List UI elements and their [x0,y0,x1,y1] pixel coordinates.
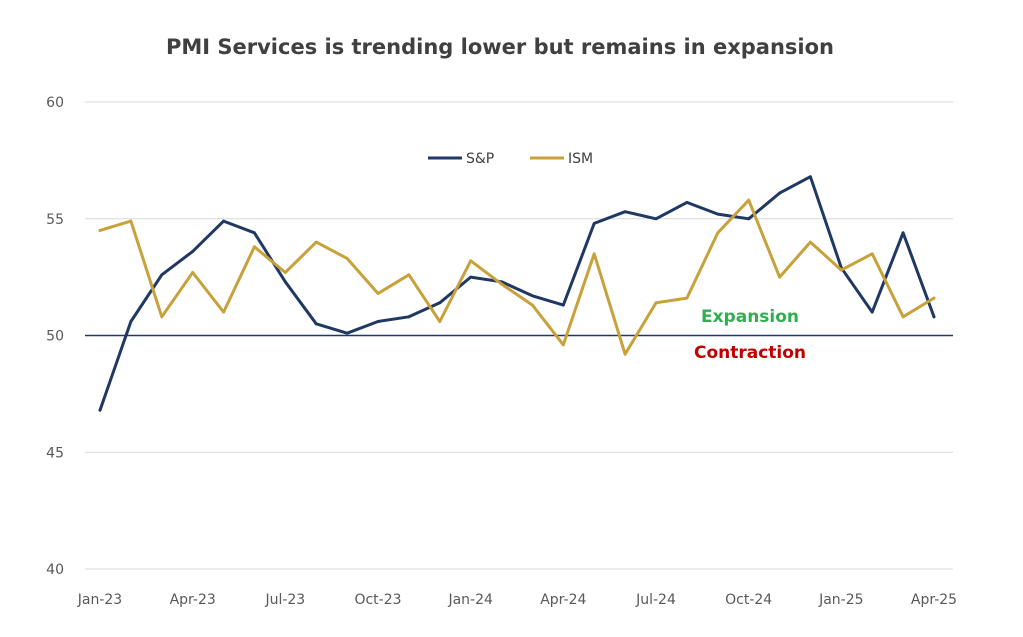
x-axis-ticks: Jan-23 Apr-23 Jul-23 Oct-23 Jan-24 Apr-24 Jul-… [77,592,957,608]
ism-point [778,275,781,279]
legend: S&P ISM [428,151,593,167]
x-tick-label: Apr-24 [540,592,586,608]
x-tick-label: Jul-23 [264,592,305,608]
ism-point [253,245,256,249]
sp-point [283,280,287,284]
contraction-label: Contraction [694,343,806,363]
ism-point [592,252,596,256]
sp-point [685,201,689,204]
sp-point [932,315,936,319]
y-tick-label: 45 [46,445,64,461]
ism-point [716,231,720,235]
ism-point [561,343,565,347]
ism-point [129,219,133,223]
y-axis-ticks: 40 45 50 55 60 [46,95,64,578]
sp-point [345,331,349,335]
ism-point [932,296,936,300]
sp-point [376,320,380,323]
chart-title: PMI Services is trending lower but remai… [166,35,834,59]
x-tick-label: Jan-24 [447,592,493,608]
ism-point [809,240,812,244]
sp-point [716,212,720,216]
x-tick-label: Oct-24 [725,592,772,608]
ism-point [500,282,503,286]
ism-point [901,315,905,319]
x-tick-label: Apr-23 [170,592,216,608]
ism-point [438,320,442,323]
x-tick-label: Jan-23 [77,592,122,608]
ism-point [407,273,411,277]
ism-point [531,303,534,307]
series-line-sp [98,175,936,412]
ism-point [283,271,287,274]
sp-point [191,250,195,253]
sp-point [469,275,473,279]
series-line-ism [98,198,936,356]
ism-point [191,271,195,274]
sp-point [98,408,102,412]
ism-point [870,252,874,256]
ism-point [376,292,380,295]
ism-point [747,198,751,202]
x-tick-label: Jan-25 [818,592,863,608]
legend-label-sp: S&P [466,151,494,167]
sp-point [778,191,781,195]
sp-point [222,219,225,223]
sp-point [160,273,164,277]
sp-point [870,310,874,314]
sp-point [809,175,812,179]
x-tick-label: Apr-25 [911,592,957,608]
sp-point [654,217,658,221]
sp-point [623,210,627,214]
ism-point [839,268,843,272]
ism-point [222,310,225,314]
ism-point [685,296,689,300]
sp-point [253,231,256,235]
y-tick-label: 55 [46,212,64,228]
sp-point [129,320,133,323]
ism-point [98,229,102,232]
ism-point [623,352,627,356]
expansion-label: Expansion [701,307,799,327]
ism-point [314,240,318,244]
sp-point [438,301,442,305]
series-layer [98,175,936,412]
sp-point [592,222,596,225]
y-tick-label: 40 [46,562,64,578]
sp-point [531,294,534,298]
x-tick-label: Oct-23 [354,592,401,608]
ism-point [160,315,164,319]
ism-point [345,257,349,260]
legend-label-ism: ISM [568,151,593,167]
y-tick-label: 50 [46,329,64,345]
sp-point [747,217,751,221]
ism-point [654,301,658,305]
sp-point [901,231,905,235]
x-tick-label: Jul-24 [635,592,676,608]
sp-point [314,322,318,326]
ism-point [469,259,473,263]
sp-point [561,303,565,307]
y-tick-label: 60 [46,95,64,111]
sp-point [407,315,411,319]
